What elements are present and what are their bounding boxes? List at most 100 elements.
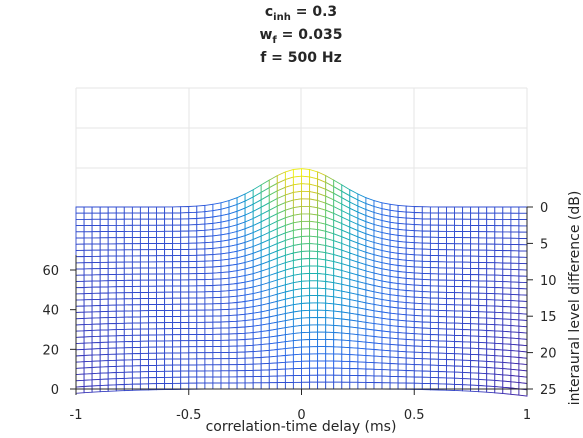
surface-patch — [107, 292, 117, 300]
surface-patch — [212, 370, 222, 378]
surface-patch — [172, 267, 182, 275]
surface-patch — [437, 249, 447, 257]
surface-patch — [462, 286, 472, 294]
surface-patch — [446, 230, 455, 239]
surface-patch — [349, 368, 359, 376]
surface-patch — [470, 267, 480, 276]
surface-patch — [405, 370, 415, 378]
surface-patch — [204, 376, 214, 384]
surface-patch — [180, 334, 190, 342]
surface-patch — [220, 345, 230, 354]
surface-patch — [510, 275, 520, 283]
surface-patch — [139, 340, 149, 348]
surface-patch — [212, 382, 222, 390]
surface-patch — [317, 381, 327, 390]
surface-patch — [252, 350, 262, 359]
surface-patch — [204, 241, 214, 250]
surface-patch — [148, 243, 157, 251]
surface-patch — [139, 358, 149, 367]
surface-patch — [252, 337, 262, 346]
surface-patch — [91, 378, 101, 387]
surface-patch — [204, 278, 214, 287]
surface-patch — [107, 359, 117, 368]
surface-patch — [204, 346, 214, 354]
surface-patch — [429, 340, 439, 348]
surface-patch — [478, 360, 488, 368]
surface-patch — [437, 212, 447, 220]
surface-patch — [228, 295, 238, 304]
surface-patch — [478, 231, 488, 239]
surface-patch — [139, 377, 149, 385]
surface-patch — [164, 279, 174, 287]
surface-patch — [510, 268, 520, 277]
surface-patch — [156, 346, 166, 354]
surface-patch — [437, 358, 447, 367]
surface-patch — [518, 225, 528, 233]
surface-patch — [437, 303, 447, 312]
surface-patch — [486, 292, 496, 301]
surface-patch — [172, 273, 182, 281]
surface-patch — [486, 286, 496, 295]
surface-patch — [83, 206, 93, 214]
surface-patch — [180, 248, 190, 257]
surface-patch — [99, 255, 109, 263]
surface-patch — [405, 376, 415, 384]
surface-patch — [131, 316, 141, 324]
surface-patch — [148, 377, 157, 385]
surface-patch — [429, 230, 439, 238]
surface-patch — [99, 317, 109, 325]
surface-patch — [83, 329, 93, 338]
surface-patch — [107, 384, 117, 392]
surface-patch — [502, 299, 512, 308]
surface-patch — [148, 358, 157, 366]
surface-patch — [421, 254, 431, 262]
surface-patch — [212, 259, 222, 268]
surface-patch — [341, 374, 351, 383]
surface-patch — [405, 290, 415, 298]
surface-patch — [196, 340, 206, 348]
surface-patch — [148, 279, 157, 287]
surface-patch — [148, 352, 157, 360]
surface-patch — [99, 237, 109, 245]
surface-patch — [91, 317, 101, 325]
surface-patch — [204, 285, 214, 293]
surface-patch — [99, 218, 109, 226]
surface-patch — [429, 303, 439, 311]
surface-patch — [156, 334, 166, 342]
surface-patch — [172, 224, 182, 232]
surface-patch — [188, 279, 198, 287]
surface-patch — [462, 329, 472, 337]
surface-patch — [139, 285, 149, 293]
surface-patch — [518, 237, 528, 246]
surface-patch — [518, 319, 528, 328]
surface-patch — [99, 224, 109, 233]
surface-patch — [389, 343, 399, 352]
surface-patch — [123, 304, 133, 312]
surface-patch — [510, 300, 520, 308]
surface-patch — [292, 360, 302, 370]
surface-patch — [196, 273, 206, 281]
surface-patch — [309, 374, 319, 383]
surface-patch — [131, 218, 141, 226]
surface-patch — [212, 376, 222, 384]
surface-patch — [91, 372, 101, 381]
surface-patch — [75, 212, 85, 220]
surface-patch — [454, 365, 464, 373]
surface-patch — [510, 219, 520, 227]
surface-patch — [212, 290, 222, 299]
surface-patch — [115, 310, 125, 318]
surface-patch — [437, 371, 447, 379]
surface-patch — [470, 286, 480, 294]
surface-patch — [494, 330, 504, 339]
surface-patch — [462, 353, 472, 361]
surface-patch — [405, 326, 415, 335]
surface-patch — [236, 345, 246, 353]
surface-patch — [446, 304, 455, 312]
surface-patch — [148, 364, 157, 373]
surface-patch — [421, 242, 431, 250]
surface-patch — [148, 218, 157, 226]
surface-patch — [486, 330, 496, 338]
surface-patch — [413, 212, 423, 220]
surface-patch — [212, 278, 222, 286]
surface-patch — [244, 344, 254, 353]
